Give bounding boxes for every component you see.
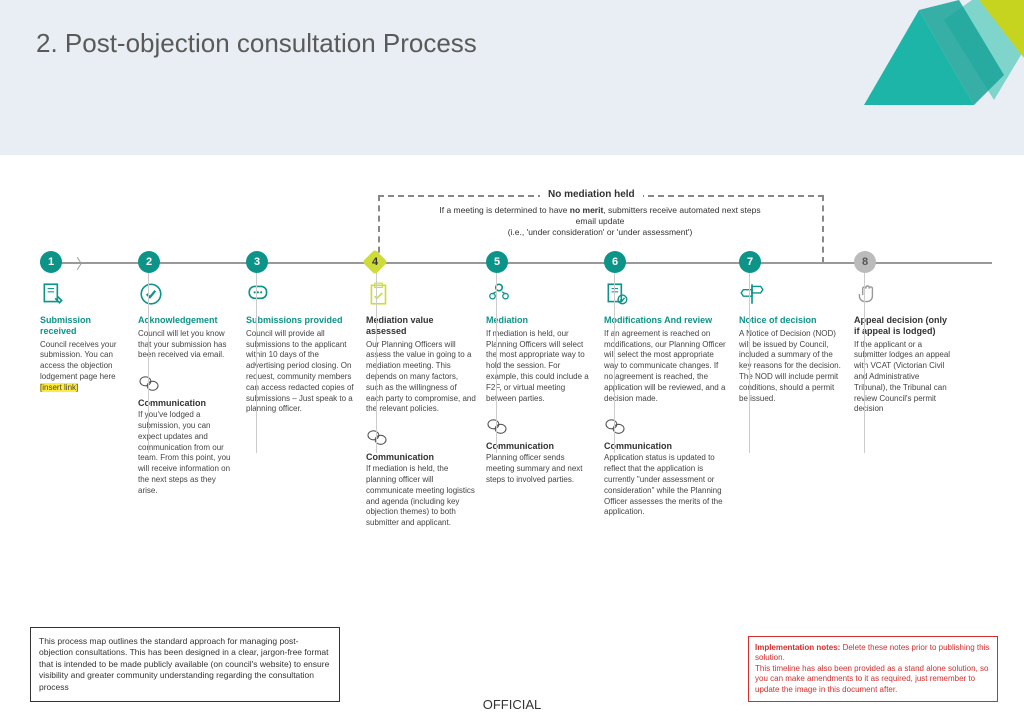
step-4: 4 Mediation value assessed Our Planning … — [366, 251, 486, 529]
step-node-6: 6 — [604, 251, 626, 273]
step-node-8: 8 — [854, 251, 876, 273]
step-node-5: 5 — [486, 251, 508, 273]
step-comm-2: Communication If you've lodged a submiss… — [138, 375, 236, 496]
step-comm-5: Communication Planning officer sends mee… — [486, 418, 594, 485]
step-desc-2: Council will let you know that your subm… — [138, 329, 236, 361]
step-desc-3: Council will provide all submissions to … — [246, 329, 356, 415]
step-icon-7 — [739, 281, 844, 311]
step-body-3: Submissions provided Council will provid… — [246, 251, 366, 415]
step-node-2: 2 — [138, 251, 160, 273]
step-desc-1: Council receives your submission. You ca… — [40, 340, 128, 394]
step-divider — [864, 273, 865, 453]
step-icon-5 — [486, 281, 594, 311]
step-icon-4 — [366, 281, 476, 311]
step-body-7: Notice of decision A Notice of Decision … — [739, 251, 854, 404]
step-comm-6: Communication Application status is upda… — [604, 418, 729, 518]
comm-icon — [604, 418, 729, 438]
step-divider — [256, 273, 257, 453]
step-divider — [496, 273, 497, 453]
comm-icon — [366, 429, 476, 449]
step-3: 3 Submissions provided Council will prov… — [246, 251, 366, 529]
step-divider — [614, 273, 615, 453]
decorative-triangles — [764, 0, 1024, 155]
step-title-3: Submissions provided — [246, 315, 356, 326]
footer-description-box: This process map outlines the standard a… — [30, 627, 340, 702]
step-7: 7 Notice of decision A Notice of Decisio… — [739, 251, 854, 529]
comm-title-4: Communication — [366, 452, 476, 462]
step-icon-1 — [40, 281, 128, 311]
step-icon-6 — [604, 281, 729, 311]
comm-desc-2: If you've lodged a submission, you can e… — [138, 410, 236, 496]
step-body-2: Acknowledgement Council will let you kno… — [138, 251, 246, 497]
step-1: 1 〉 Submission received Council receives … — [40, 251, 138, 529]
step-icon-8 — [854, 281, 954, 311]
step-desc-7: A Notice of Decision (NOD) will be issue… — [739, 329, 844, 405]
step-title-1: Submission received — [40, 315, 128, 337]
step-title-2: Acknowledgement — [138, 315, 236, 326]
comm-desc-5: Planning officer sends meeting summary a… — [486, 453, 594, 485]
comm-icon — [138, 375, 236, 395]
comm-desc-4: If mediation is held, the planning offic… — [366, 464, 476, 529]
step-divider — [749, 273, 750, 453]
step-desc-6: If an agreement is reached on modificati… — [604, 329, 729, 405]
step-node-3: 3 — [246, 251, 268, 273]
step-node-1: 1 — [40, 251, 62, 273]
header: 2. Post-objection consultation Process — [0, 0, 1024, 155]
step-icon-2 — [138, 281, 236, 311]
step-divider — [148, 273, 149, 453]
comm-title-6: Communication — [604, 441, 729, 451]
step-title-4: Mediation value assessed — [366, 315, 476, 337]
step-node-7: 7 — [739, 251, 761, 273]
step-title-8: Appeal decision (only if appeal is lodge… — [854, 315, 954, 337]
step-divider — [376, 273, 377, 453]
step-comm-4: Communication If mediation is held, the … — [366, 429, 476, 529]
step-8: 8 Appeal decision (only if appeal is lod… — [854, 251, 964, 529]
step-desc-8: If the applicant or a submitter lodges a… — [854, 340, 954, 416]
step-desc-4: Our Planning Officers will assess the va… — [366, 340, 476, 416]
step-body-4: Mediation value assessed Our Planning Of… — [366, 251, 486, 529]
step-6: 6 Modifications And review If an agreeme… — [604, 251, 739, 529]
step-title-5: Mediation — [486, 315, 594, 326]
step-2: 2 Acknowledgement Council will let you k… — [138, 251, 246, 529]
comm-title-2: Communication — [138, 398, 236, 408]
timeline-content: No mediation held If a meeting is determ… — [0, 155, 1024, 529]
step-title-6: Modifications And review — [604, 315, 729, 326]
chevron-icon: 〉 — [76, 254, 90, 274]
classification-label: OFFICIAL — [483, 697, 542, 712]
step-body-8: Appeal decision (only if appeal is lodge… — [854, 251, 964, 415]
comm-icon — [486, 418, 594, 438]
step-desc-5: If mediation is held, our Planning Offic… — [486, 329, 594, 405]
step-body-5: Mediation If mediation is held, our Plan… — [486, 251, 604, 486]
step-icon-3 — [246, 281, 356, 311]
implementation-notes-box: Implementation notes: Delete these notes… — [748, 636, 998, 702]
steps-container: 1 〉 Submission received Council receives … — [20, 155, 1004, 529]
step-body-6: Modifications And review If an agreement… — [604, 251, 739, 518]
comm-title-5: Communication — [486, 441, 594, 451]
comm-desc-6: Application status is updated to reflect… — [604, 453, 729, 518]
step-5: 5 Mediation If mediation is held, our Pl… — [486, 251, 604, 529]
step-title-7: Notice of decision — [739, 315, 844, 326]
